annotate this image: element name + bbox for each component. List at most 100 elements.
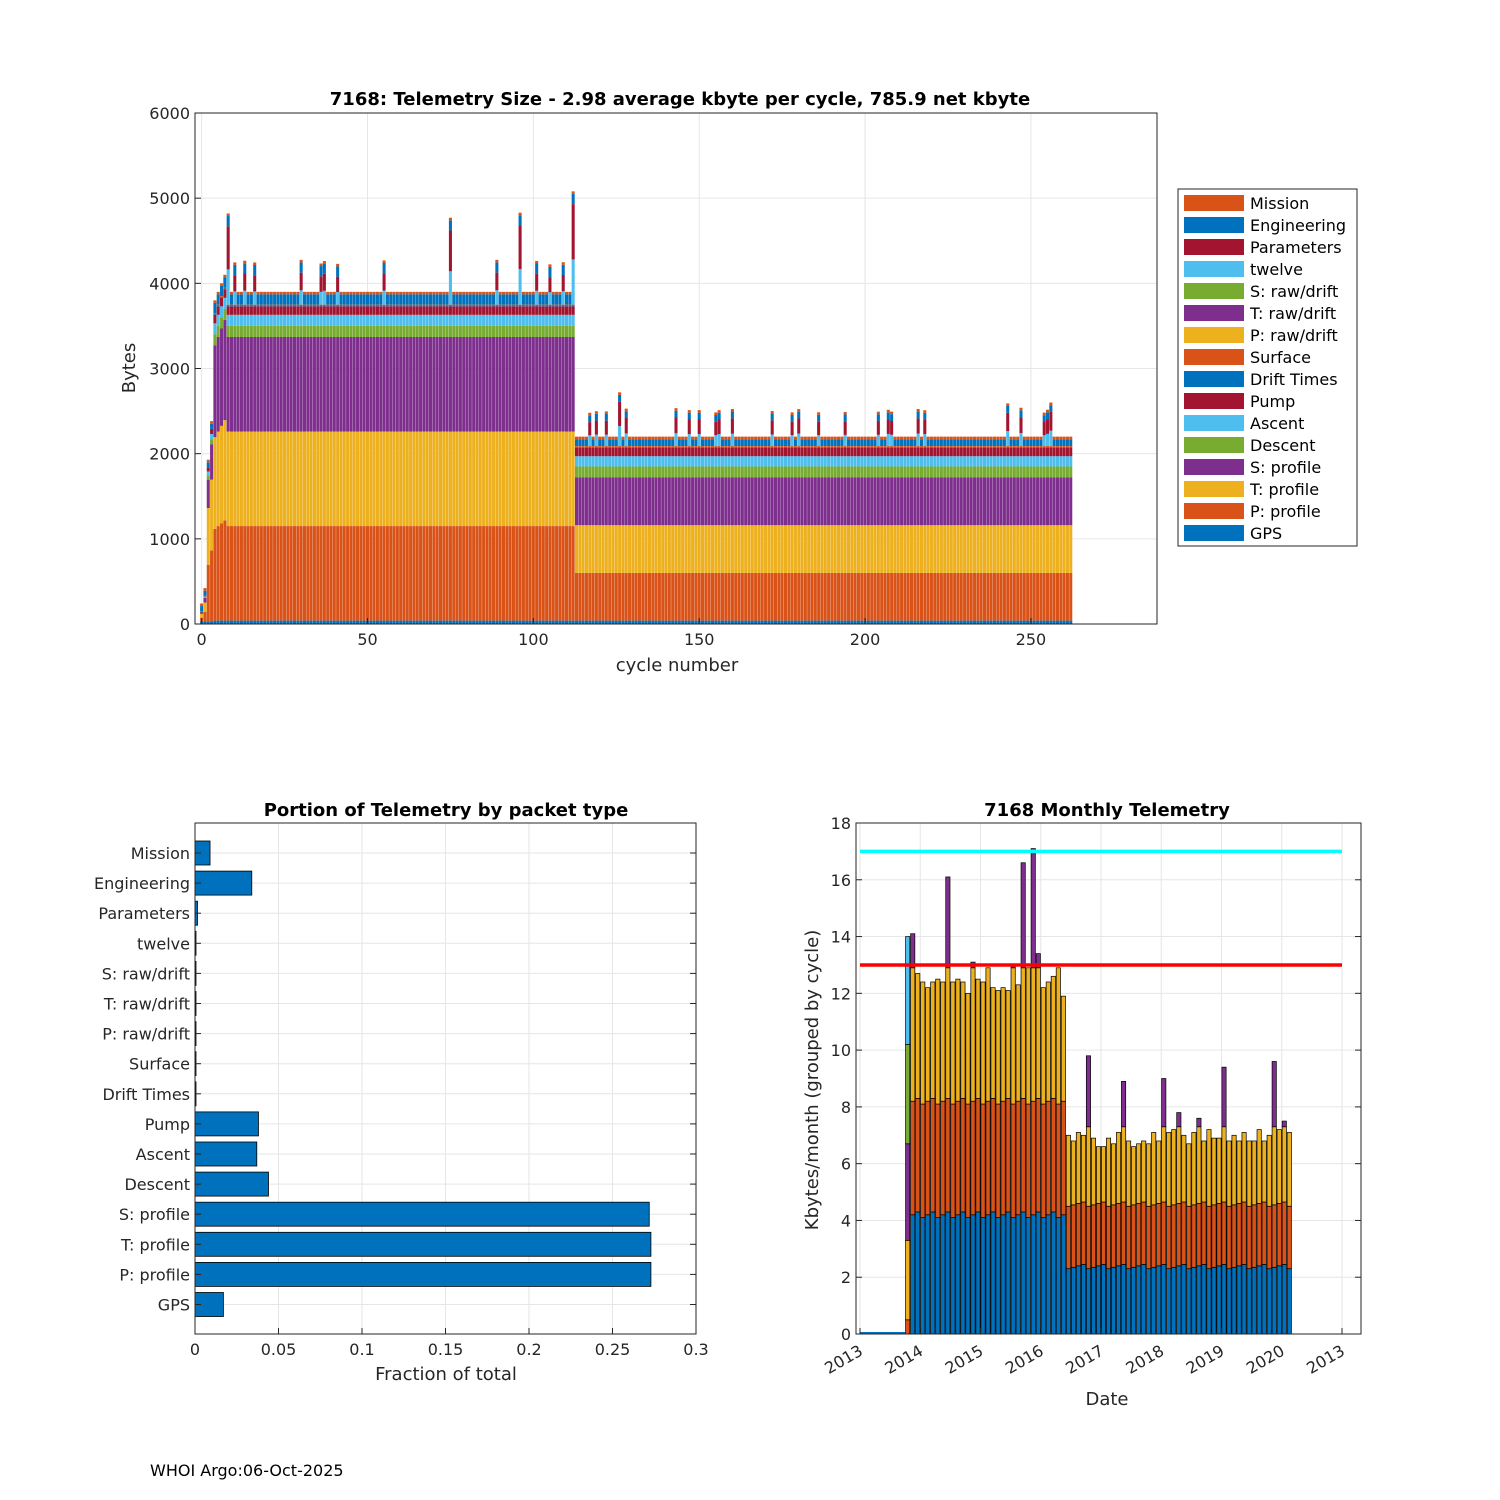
top-bar-segment <box>803 446 807 448</box>
top-bar-segment <box>913 447 917 457</box>
monthly-bar-segment <box>925 987 931 1102</box>
top-bar-segment <box>850 477 854 526</box>
left-chart-title: Portion of Telemetry by packet type <box>264 800 629 821</box>
right-y-tick-label: 16 <box>831 871 851 890</box>
monthly-bar-segment <box>1000 987 1006 1102</box>
monthly-bar-segment <box>1211 1204 1217 1268</box>
top-bar-segment <box>332 526 336 621</box>
top-bar-segment <box>462 336 466 432</box>
top-bar-segment <box>614 447 618 457</box>
top-bar-segment <box>478 305 482 307</box>
top-bar-segment <box>508 336 512 432</box>
top-bar-segment <box>329 314 333 326</box>
top-bar-segment <box>959 477 963 526</box>
top-bar-segment <box>701 447 705 457</box>
top-bar-segment <box>203 611 207 622</box>
top-bar-segment <box>873 572 877 621</box>
top-bar-segment <box>492 526 496 621</box>
top-bar-segment <box>346 306 350 315</box>
top-bar-segment <box>1022 525 1026 573</box>
top-bar-segment <box>830 572 834 621</box>
top-bar-segment <box>399 336 403 432</box>
top-bar-segment <box>521 526 525 621</box>
monthly-bar-segment <box>1216 1203 1222 1267</box>
top-bar-segment <box>807 466 811 478</box>
top-bar-segment <box>1069 620 1073 624</box>
top-bar-segment <box>289 306 293 315</box>
top-bar-segment <box>581 572 585 621</box>
top-bar-segment <box>233 304 237 306</box>
top-bar-segment <box>508 526 512 621</box>
top-bar-segment <box>316 294 320 305</box>
top-bar-segment <box>886 412 890 420</box>
top-bar-segment <box>515 620 519 624</box>
top-bar-segment <box>319 526 323 621</box>
top-bar-segment <box>933 456 937 467</box>
top-bar-segment <box>840 446 844 447</box>
top-bar-segment <box>833 456 837 467</box>
legend-entry: S: raw/drift <box>1250 282 1338 301</box>
top-bar-segment <box>701 572 705 621</box>
top-bar-segment <box>1069 447 1073 457</box>
monthly-bar-segment <box>920 1103 926 1218</box>
monthly-bar-segment <box>1040 987 1046 1105</box>
top-bar-segment <box>319 336 323 432</box>
top-bar-segment <box>342 294 346 305</box>
top-bar-segment <box>1062 436 1066 440</box>
top-bar-segment <box>525 305 529 307</box>
top-bar-segment <box>389 431 393 527</box>
top-bar-segment <box>969 477 973 526</box>
top-bar-segment <box>654 446 658 447</box>
top-bar-segment <box>956 446 960 448</box>
top-bar-segment <box>442 336 446 432</box>
top-bar-segment <box>1065 456 1069 467</box>
legend-swatch <box>1184 459 1244 475</box>
top-bar-segment <box>1062 620 1066 624</box>
top-bar-segment <box>518 431 522 527</box>
top-bar-segment <box>973 436 977 440</box>
top-bar-segment <box>624 456 628 467</box>
top-bar-segment <box>541 305 545 307</box>
right-x-tick-label: 2018 <box>1122 1341 1167 1378</box>
top-bar-segment <box>256 291 260 295</box>
top-bar-segment <box>415 314 419 326</box>
top-bar-segment <box>322 290 326 305</box>
top-bar-segment <box>273 431 277 527</box>
top-bar-segment <box>249 306 253 315</box>
top-bar-segment <box>1065 446 1069 447</box>
top-bar-segment <box>757 456 761 467</box>
monthly-bar-segment <box>1226 1268 1232 1335</box>
top-bar-segment <box>210 423 214 429</box>
legend-entry: P: profile <box>1250 502 1321 521</box>
top-bar-segment <box>1012 447 1016 457</box>
top-bar-segment <box>963 447 967 457</box>
top-bar-segment <box>986 446 990 447</box>
top-bar-segment <box>1002 477 1006 526</box>
top-bar-segment <box>279 305 283 307</box>
top-bar-segment <box>883 477 887 526</box>
top-bar-segment <box>399 314 403 326</box>
top-bar-segment <box>837 446 841 447</box>
top-bar-segment <box>1006 412 1010 432</box>
top-bar-segment <box>346 304 350 306</box>
top-bar-segment <box>906 436 910 440</box>
top-bar-segment <box>677 446 681 447</box>
top-bar-segment <box>213 323 217 335</box>
top-bar-segment <box>389 526 393 621</box>
top-bar-segment <box>591 439 595 447</box>
monthly-bar-segment <box>1111 1143 1117 1206</box>
top-bar-segment <box>684 477 688 526</box>
top-bar-segment <box>793 439 797 447</box>
top-bar-segment <box>535 260 539 264</box>
top-bar-segment <box>462 291 466 295</box>
top-bar-segment <box>452 304 456 306</box>
top-bar-segment <box>336 266 340 277</box>
top-bar-segment <box>677 447 681 457</box>
top-bar-segment <box>445 526 449 621</box>
top-bar-segment <box>737 447 741 457</box>
top-bar-segment <box>389 314 393 326</box>
top-bar-segment <box>594 477 598 526</box>
top-bar-segment <box>1039 456 1043 467</box>
top-bar-segment <box>213 620 217 624</box>
monthly-bar-segment <box>1060 1100 1066 1216</box>
